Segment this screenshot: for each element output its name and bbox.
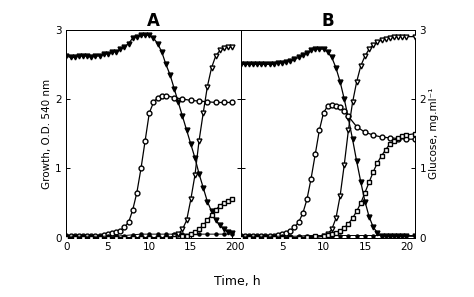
- Y-axis label: Glucose, mg.ml⁻¹: Glucose, mg.ml⁻¹: [429, 88, 439, 179]
- Title: B: B: [321, 12, 334, 29]
- Title: A: A: [147, 12, 160, 29]
- Text: Time, h: Time, h: [214, 275, 260, 288]
- Y-axis label: Growth, O.D. 540 nm: Growth, O.D. 540 nm: [42, 79, 52, 189]
